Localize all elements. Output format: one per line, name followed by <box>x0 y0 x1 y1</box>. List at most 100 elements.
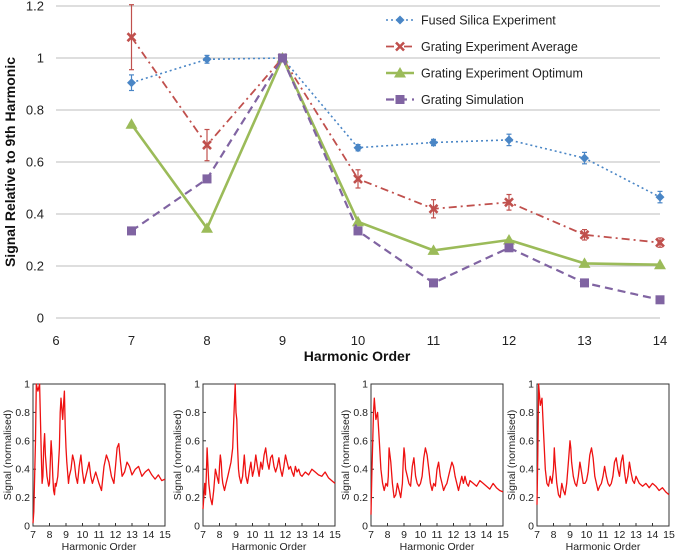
y-axis-title: Signal (normalised) <box>2 410 14 500</box>
x-tick-label: 11 <box>427 333 441 348</box>
y-tick-label: 0.4 <box>519 464 534 476</box>
data-point <box>127 78 136 88</box>
legend-label: Fused Silica Experiment <box>421 14 556 28</box>
x-tick-label: 6 <box>52 333 59 348</box>
data-point <box>504 197 514 208</box>
x-tick-label: 9 <box>63 529 69 541</box>
legend-marker <box>395 95 405 104</box>
series-line <box>130 54 661 266</box>
y-axis-title: Signal Relative to 9th Harmonic <box>2 57 18 267</box>
y-axis-title: Signal (normalised) <box>340 410 352 500</box>
x-tick-label: 11 <box>598 529 609 541</box>
x-tick-label: 14 <box>143 529 155 541</box>
x-tick-label: 10 <box>247 529 259 541</box>
y-tick-label: 0.8 <box>353 407 368 419</box>
main-chart: 0 0.2 0.4 0.6 0.8 1 1.2 6 7 8 9 10 11 12 13 14 Harmonic … <box>2 0 667 364</box>
series-line <box>130 36 661 244</box>
x-tick-label: 10 <box>415 529 427 541</box>
legend-label: Grating Experiment Optimum <box>421 67 583 81</box>
spectrum-panel: 0 0.2 0.4 0.6 0.8 1 7 8 9 10 11 12 13 14 15 Harmonic Or… <box>506 379 675 552</box>
x-tick-label: 9 <box>233 529 239 541</box>
y-tick-label: 1 <box>528 379 534 391</box>
x-axis-title: Harmonic Order <box>400 541 475 552</box>
y-tick-label: 0.6 <box>26 155 44 170</box>
data-point <box>655 237 665 248</box>
data-point <box>353 226 363 236</box>
y-tick-label: 0.2 <box>519 492 534 504</box>
x-axis-title: Harmonic Order <box>232 541 307 552</box>
x-tick-label: 12 <box>502 333 516 348</box>
x-axis-title: Harmonic Order <box>62 541 137 552</box>
legend-marker <box>395 41 405 52</box>
x-tick-label: 7 <box>368 529 374 541</box>
y-tick-label: 0.6 <box>185 435 200 447</box>
x-tick-label: 14 <box>313 529 325 541</box>
x-tick-label: 13 <box>630 529 642 541</box>
panel-frame <box>536 383 670 527</box>
y-tick-label: 0.2 <box>353 492 368 504</box>
data-point <box>278 53 287 63</box>
spectrum-line <box>32 383 166 524</box>
x-tick-label: 13 <box>296 529 308 541</box>
y-tick-label: 0.4 <box>185 464 200 476</box>
series-1 <box>126 4 665 248</box>
y-tick-label: 0.6 <box>519 435 534 447</box>
x-tick-label: 15 <box>159 529 171 541</box>
x-axis-title: Harmonic Order <box>304 348 411 364</box>
x-tick-label: 8 <box>203 333 210 348</box>
spectrum-line <box>202 383 336 510</box>
x-tick-label: 8 <box>385 529 391 541</box>
data-point <box>503 234 515 245</box>
data-point <box>504 243 514 253</box>
data-point <box>202 174 212 184</box>
x-tick-label: 15 <box>497 529 509 541</box>
x-tick-label: 7 <box>128 333 135 348</box>
x-tick-label: 14 <box>647 529 659 541</box>
legend-item: Fused Silica Experiment <box>386 14 556 28</box>
legend-item: Grating Simulation <box>386 93 524 107</box>
y-tick-label: 0 <box>194 521 200 533</box>
y-tick-label: 1 <box>194 379 200 391</box>
x-tick-label: 11 <box>432 529 443 541</box>
y-axis-title: Signal (normalised) <box>506 410 518 500</box>
x-tick-label: 7 <box>534 529 540 541</box>
y-tick-label: 0.8 <box>519 407 534 419</box>
series-0 <box>127 53 665 204</box>
y-tick-label: 1 <box>37 51 44 66</box>
y-tick-label: 0 <box>362 521 368 533</box>
y-tick-label: 1 <box>24 379 30 391</box>
y-tick-label: 1.2 <box>26 0 44 14</box>
x-tick-label: 7 <box>200 529 206 541</box>
x-tick-label: 9 <box>567 529 573 541</box>
data-point <box>655 295 665 305</box>
data-point <box>427 244 440 255</box>
x-tick-label: 8 <box>551 529 557 541</box>
y-tick-label: 0.4 <box>15 464 30 476</box>
data-point <box>127 226 136 236</box>
y-tick-label: 1 <box>362 379 368 391</box>
x-tick-label: 11 <box>94 529 105 541</box>
spectrum-line <box>536 383 670 505</box>
data-point <box>654 258 666 270</box>
legend-label: Grating Simulation <box>421 93 524 107</box>
data-point <box>429 278 438 288</box>
legend-label: Grating Experiment Average <box>421 40 578 54</box>
data-point <box>579 229 590 240</box>
y-tick-label: 0 <box>37 311 44 326</box>
x-tick-label: 14 <box>481 529 493 541</box>
data-point <box>578 257 591 268</box>
y-tick-label: 0.6 <box>15 435 30 447</box>
panel-frame <box>32 383 166 527</box>
x-tick-label: 12 <box>614 529 626 541</box>
y-tick-label: 0.4 <box>353 464 368 476</box>
x-tick-label: 10 <box>351 333 365 348</box>
x-tick-label: 12 <box>110 529 122 541</box>
x-tick-label: 14 <box>653 333 667 348</box>
series-line <box>130 55 661 301</box>
panel-frame <box>202 383 336 527</box>
x-tick-label: 12 <box>448 529 460 541</box>
y-tick-label: 0.4 <box>26 207 44 222</box>
data-point <box>202 140 212 151</box>
spectrum-panel: 0 0.2 0.4 0.6 0.8 1 7 8 9 10 11 12 13 14 15 Harmonic Or… <box>172 379 341 552</box>
